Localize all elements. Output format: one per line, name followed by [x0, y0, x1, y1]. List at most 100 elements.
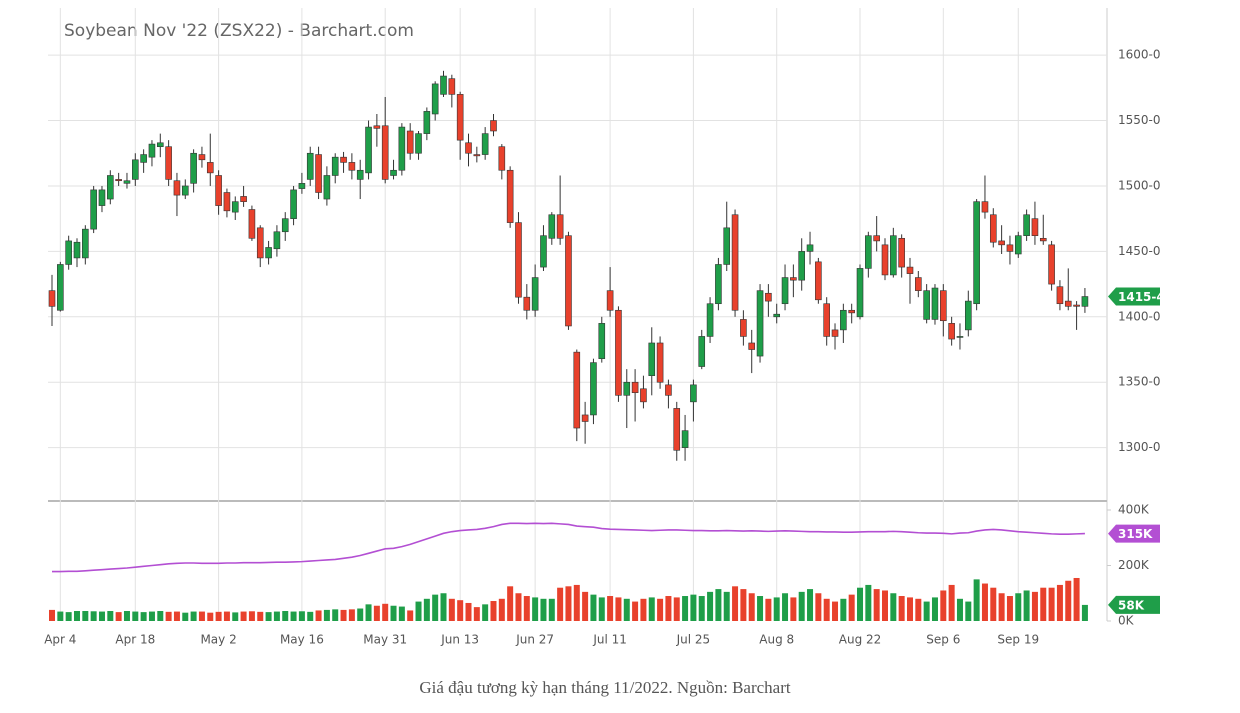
volume-bar — [640, 598, 647, 621]
candle-body — [1081, 296, 1089, 307]
volume-bar — [207, 612, 214, 621]
volume-bar — [98, 611, 105, 621]
chart: Soybean Nov '22 (ZSX22) - Barchart.com A… — [44, 8, 1161, 647]
x-tick-label: Aug 8 — [759, 633, 794, 647]
volume-bar — [140, 612, 147, 621]
candle-body — [1048, 244, 1055, 285]
y-tick-label: 400K — [1118, 503, 1150, 517]
candle-body — [281, 218, 289, 233]
candle-body — [573, 351, 581, 429]
volume-bar — [573, 584, 580, 621]
candle-body — [148, 143, 156, 158]
volume-bar — [890, 593, 897, 621]
volume-bar — [115, 612, 122, 621]
volume-bar — [848, 594, 855, 621]
candle-body — [656, 342, 664, 383]
volume-bar — [990, 587, 997, 621]
volume-bar — [365, 604, 372, 621]
candle-body — [423, 111, 431, 134]
candle-body — [290, 189, 297, 219]
volume-bar — [973, 579, 980, 621]
candle-body — [57, 264, 64, 311]
candle-body — [781, 277, 789, 305]
y-tick-label: 1550-0 — [1118, 113, 1161, 127]
candle-body — [581, 414, 589, 422]
candle-body — [156, 142, 164, 148]
candle-body — [740, 319, 747, 337]
candle-body — [648, 342, 656, 376]
volume-bar — [407, 610, 414, 621]
volume-bar — [607, 596, 614, 621]
volume-bar — [448, 598, 455, 621]
candle-body — [215, 175, 222, 206]
candle-body — [348, 162, 356, 171]
candle-body — [173, 180, 181, 196]
volume-bar — [923, 601, 930, 621]
volume-bar — [698, 596, 705, 621]
candle-body — [73, 241, 81, 259]
candle-body — [140, 154, 147, 163]
volume-bar — [732, 586, 739, 621]
volume-bar — [298, 611, 305, 621]
volume-bar — [898, 596, 905, 621]
candle-body — [406, 130, 414, 154]
volume-bar — [182, 612, 189, 621]
volume-bar — [415, 601, 422, 621]
candle-body — [823, 303, 830, 337]
volume-bar — [173, 611, 180, 621]
candle-body — [681, 430, 689, 448]
volume-bar — [740, 589, 747, 621]
volume-bar — [315, 610, 322, 621]
candle-body — [1031, 218, 1039, 236]
candle-body — [323, 175, 331, 200]
candle-body — [1023, 214, 1030, 236]
volume-bar — [1031, 591, 1038, 621]
y-tick-label: 1500-0 — [1118, 178, 1161, 192]
volume-bar — [157, 611, 164, 621]
volume-bar — [257, 611, 264, 621]
candle-body — [865, 235, 872, 269]
volume-bar — [1073, 577, 1080, 621]
volume-bar — [565, 586, 572, 621]
volume-bar — [1040, 587, 1047, 621]
volume-bar — [648, 597, 655, 621]
volume-bar — [815, 593, 822, 621]
candle-body — [956, 336, 964, 338]
candle-body — [465, 142, 472, 154]
x-tick-label: May 2 — [200, 633, 236, 647]
volume-bar — [498, 598, 505, 621]
candle-body — [223, 192, 231, 212]
volume-bar — [715, 589, 722, 621]
volume-bar — [665, 596, 672, 621]
candle-body — [731, 214, 739, 311]
last-volume-label: 58K — [1118, 598, 1145, 612]
candle-body — [373, 125, 381, 129]
volume-bar — [507, 586, 514, 621]
volume-bar — [240, 611, 247, 621]
volume-bar — [49, 609, 55, 621]
volume-bar — [590, 594, 597, 621]
volume-bar — [773, 597, 780, 621]
candle-body — [715, 264, 722, 305]
volume-bar — [373, 605, 380, 621]
candle-body — [981, 201, 989, 213]
candle-body — [881, 244, 889, 276]
candle-body — [398, 126, 406, 171]
volume-bar — [1048, 587, 1055, 621]
candle-body — [48, 290, 56, 307]
volume-bar — [457, 600, 464, 621]
volume-bar — [323, 609, 330, 621]
candle-body — [415, 133, 422, 154]
volume-bar — [582, 591, 589, 621]
volume-bar — [423, 598, 430, 621]
candle-body — [773, 313, 781, 318]
volume-bar — [873, 589, 880, 621]
candle-body — [598, 323, 606, 359]
volume-bar — [465, 602, 472, 621]
volume-bar — [440, 593, 447, 621]
candle-body — [989, 214, 997, 243]
candle-body — [806, 244, 814, 252]
volume-bar — [915, 598, 922, 621]
candle-body — [873, 235, 880, 242]
candle-body — [906, 266, 914, 274]
